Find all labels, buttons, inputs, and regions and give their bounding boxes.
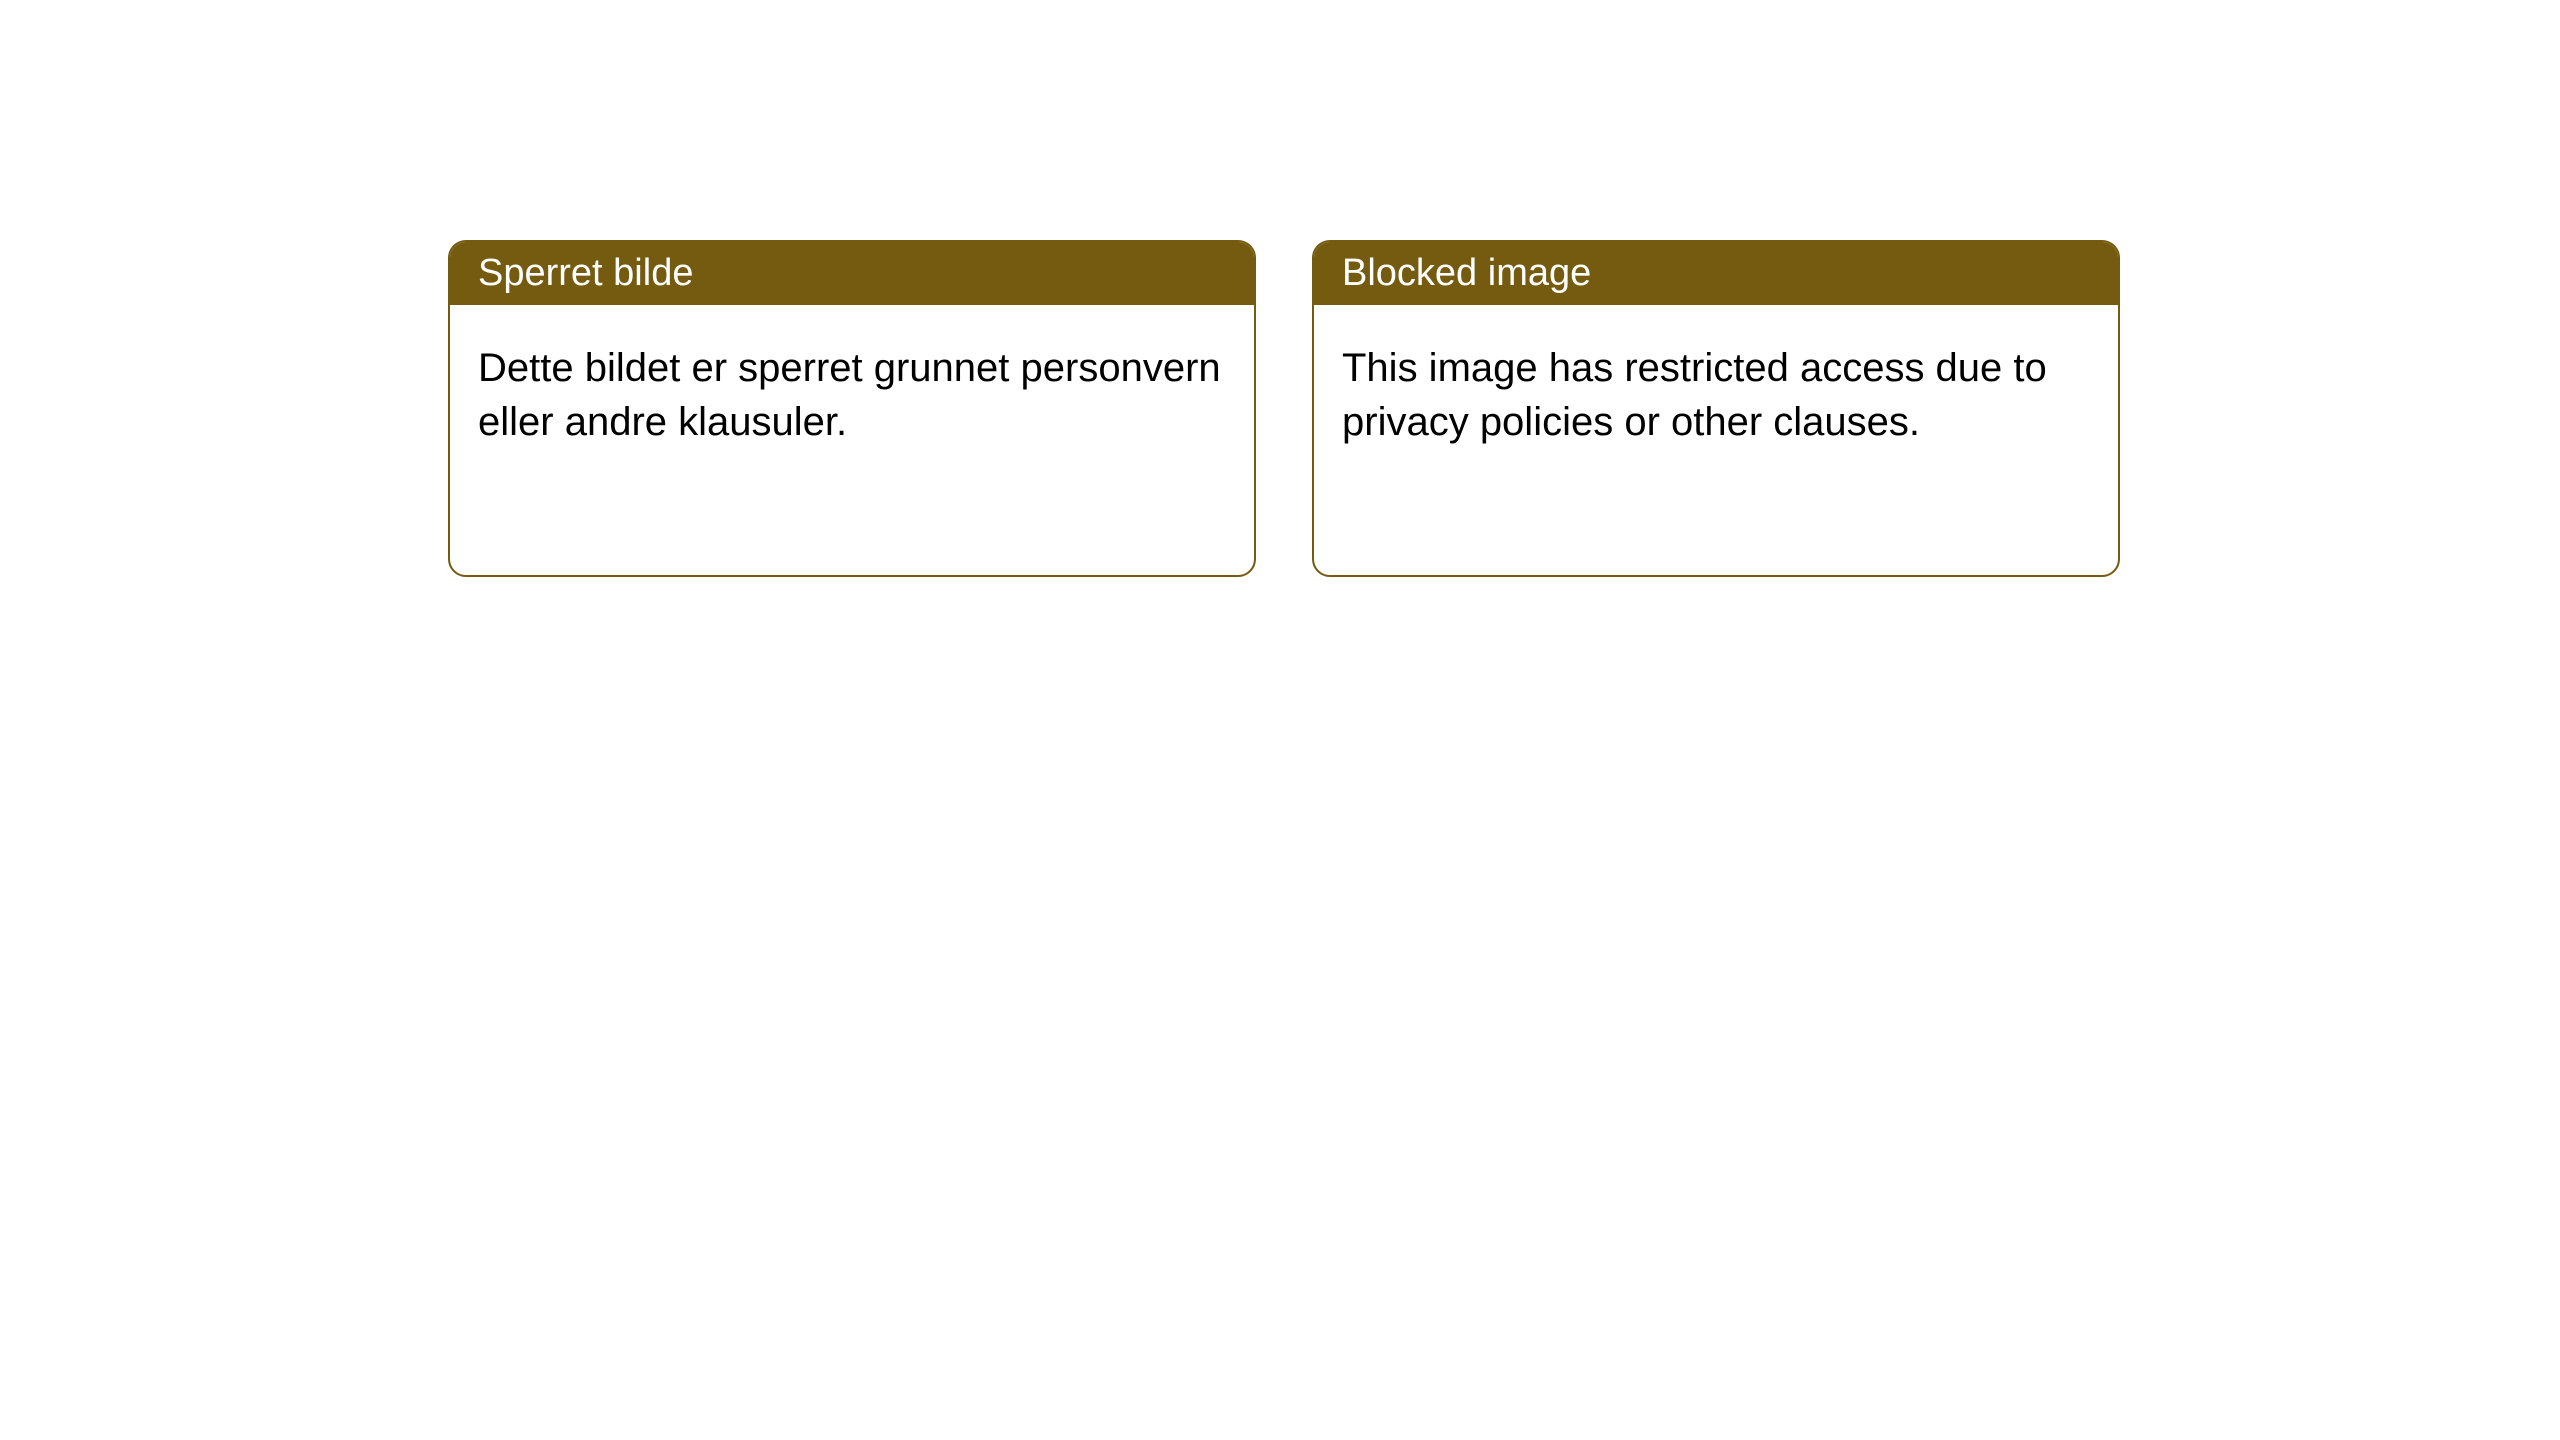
card-body: This image has restricted access due to …	[1314, 305, 2118, 575]
card-title: Blocked image	[1342, 252, 1591, 294]
card-body-text: Dette bildet er sperret grunnet personve…	[478, 346, 1221, 444]
card-header: Sperret bilde	[450, 242, 1254, 305]
card-body-text: This image has restricted access due to …	[1342, 346, 2047, 444]
notice-cards-container: Sperret bilde Dette bildet er sperret gr…	[448, 240, 2120, 577]
card-body: Dette bildet er sperret grunnet personve…	[450, 305, 1254, 575]
notice-card-english: Blocked image This image has restricted …	[1312, 240, 2120, 577]
card-header: Blocked image	[1314, 242, 2118, 305]
notice-card-norwegian: Sperret bilde Dette bildet er sperret gr…	[448, 240, 1256, 577]
card-title: Sperret bilde	[478, 252, 693, 294]
